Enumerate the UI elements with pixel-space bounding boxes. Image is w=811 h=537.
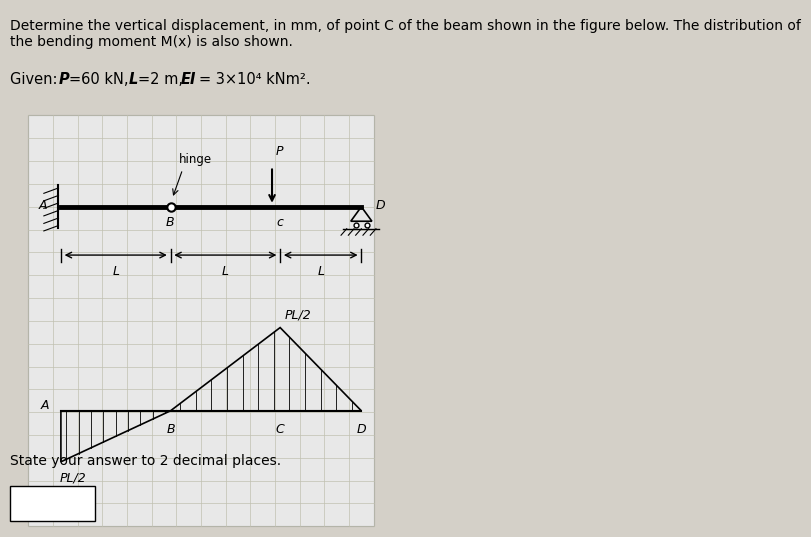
Text: L: L [112,265,119,278]
Text: hinge: hinge [178,154,212,166]
Text: EI: EI [180,72,195,88]
Text: B: B [166,423,174,436]
Text: D: D [356,423,366,436]
Text: c: c [277,216,283,229]
Text: Determine the vertical displacement, in mm, of point C of the beam shown in the : Determine the vertical displacement, in … [10,19,800,33]
Text: =2 m,: =2 m, [138,72,187,88]
Text: L: L [221,265,229,278]
Text: C: C [276,423,284,436]
Text: PL/2: PL/2 [59,471,86,484]
Text: State your answer to 2 decimal places.: State your answer to 2 decimal places. [10,454,281,468]
Text: D: D [375,199,385,212]
Text: B: B [165,216,174,229]
Text: A: A [41,399,49,412]
Text: L: L [317,265,324,278]
Text: Given:: Given: [10,72,62,88]
Text: L: L [128,72,138,88]
Bar [10,486,95,521]
Bar [28,115,373,526]
Text: A: A [39,199,47,212]
Text: PL/2: PL/2 [284,308,311,321]
Text: the bending moment M(x) is also shown.: the bending moment M(x) is also shown. [10,35,292,49]
Text: =60 kN,: =60 kN, [69,72,133,88]
Text: P: P [58,72,69,88]
Text: P: P [275,146,282,158]
Text: = 3×10⁴ kNm².: = 3×10⁴ kNm². [199,72,310,88]
